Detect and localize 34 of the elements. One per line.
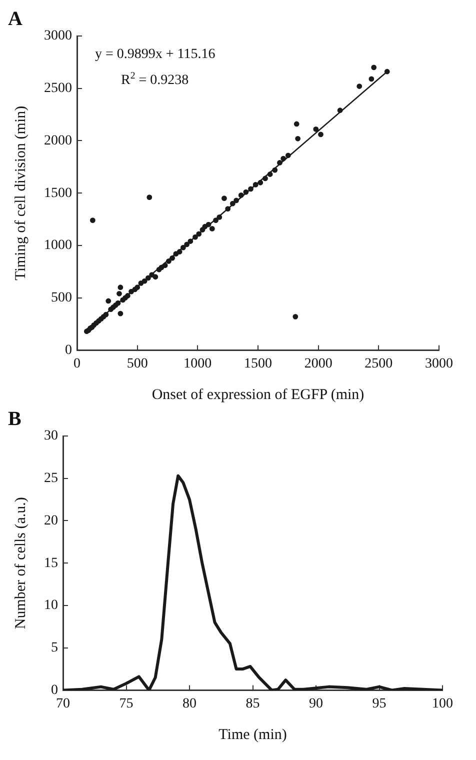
x-tick-label: 1500 (244, 356, 272, 372)
x-tick-label: 90 (309, 696, 323, 712)
y-tick-label: 2500 (44, 81, 72, 96)
annotation: y = 0.9899x + 115.16 (95, 47, 216, 62)
x-tick-label: 70 (56, 696, 70, 712)
x-tick-label: 2000 (304, 356, 332, 372)
x-axis-title: Time (min) (218, 726, 287, 743)
y-tick-label: 3000 (44, 28, 72, 44)
x-axis-title: Onset of expression of EGFP (min) (152, 386, 364, 403)
x-tick-label: 80 (182, 696, 196, 712)
y-tick-label: 500 (51, 290, 72, 306)
y-tick-label: 30 (44, 428, 58, 444)
y-tick-label: 2000 (44, 133, 72, 148)
y-axis-title: Timing of cell division (min) (12, 106, 29, 280)
y-tick-label: 1000 (44, 238, 72, 254)
x-tick-label: 1000 (184, 356, 212, 372)
x-tick-label: 85 (246, 696, 260, 712)
y-tick-label: 10 (44, 598, 58, 614)
y-tick-label: 15 (44, 556, 58, 571)
x-tick-label: 3000 (425, 356, 453, 372)
y-tick-label: 0 (65, 342, 72, 358)
chart-title: B (8, 408, 22, 430)
x-tick-label: 500 (126, 356, 148, 372)
y-tick-label: 0 (51, 682, 58, 698)
y-axis-title: Number of cells (a.u.) (12, 497, 29, 630)
x-tick-label: 100 (432, 696, 453, 712)
y-tick-label: 5 (51, 640, 58, 656)
y-tick-label: 20 (44, 513, 58, 528)
y-tick-label: 1500 (44, 186, 72, 201)
x-tick-label: 95 (372, 696, 386, 712)
x-tick-label: 75 (119, 696, 134, 712)
y-tick-label: 25 (44, 471, 58, 486)
chart-title: A (8, 8, 23, 30)
x-tick-label: 2500 (364, 356, 393, 372)
